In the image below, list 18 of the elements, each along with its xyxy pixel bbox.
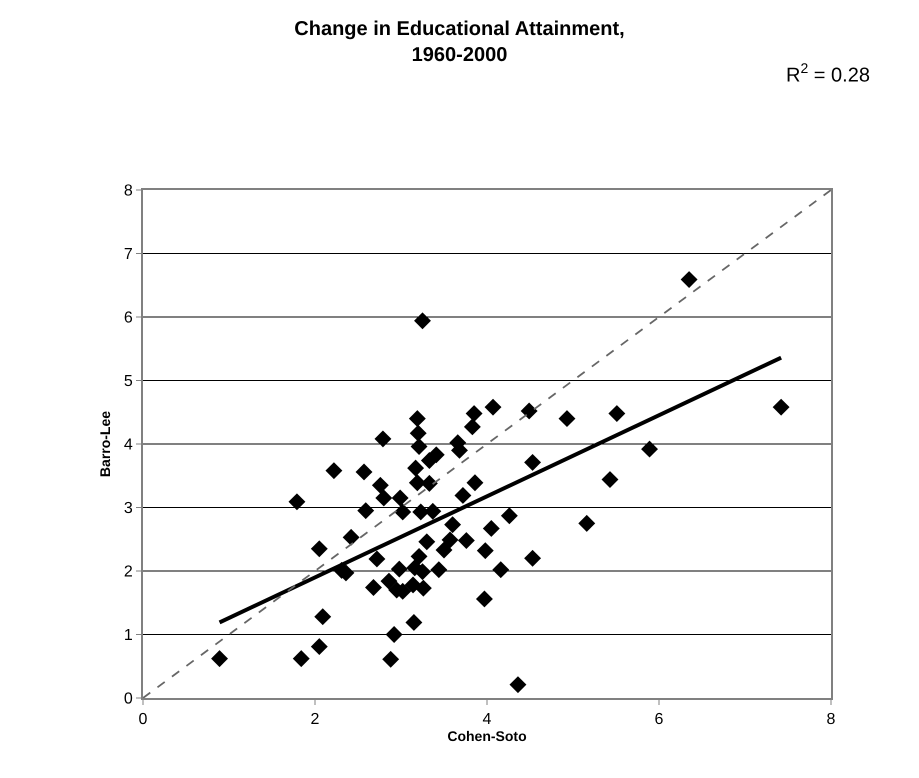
y-tick-label: 5 — [124, 373, 133, 390]
text: R$^{2}$ = 0.28 — [786, 60, 870, 86]
x-tick-label: 2 — [310, 711, 320, 728]
y-axis-title: Barro-Lee — [96, 410, 113, 478]
y-tick-label: 2 — [124, 564, 133, 581]
x-tick-label: 8 — [826, 711, 836, 728]
x-tick-label: 6 — [654, 711, 664, 728]
y-tick-label: 8 — [124, 182, 133, 200]
y-tick-label: 3 — [124, 500, 133, 518]
y-tick-label: 6 — [124, 310, 133, 327]
y-tick-label: 0 — [124, 690, 133, 708]
y-tick-label: 4 — [124, 436, 133, 454]
x-axis-title: Cohen-Soto — [447, 728, 527, 744]
y-tick-label: 1 — [124, 627, 133, 644]
x-tick-label: 4 — [482, 711, 492, 728]
y-tick-label: 7 — [124, 246, 133, 264]
chart-title: Change in Educational Attainment, 1960-2000 — [294, 18, 625, 66]
x-tick-label: 0 — [138, 711, 148, 728]
